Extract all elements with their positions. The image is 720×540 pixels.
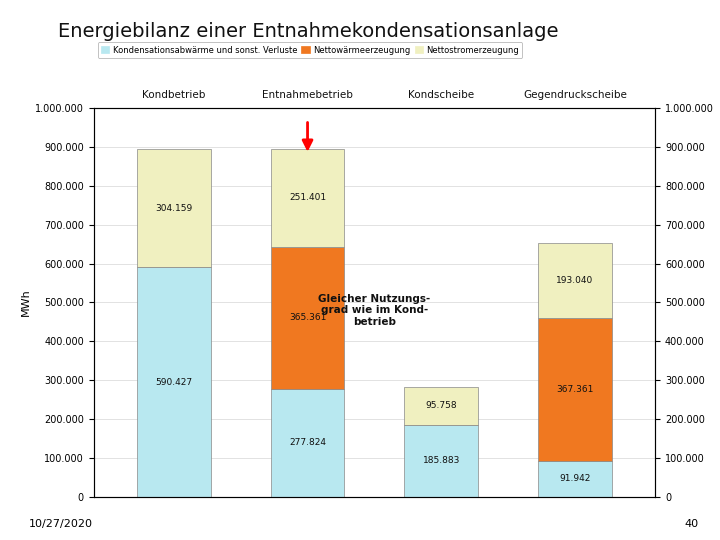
Bar bbox=[539, 243, 612, 318]
Text: 95.758: 95.758 bbox=[426, 401, 457, 410]
Bar bbox=[539, 461, 612, 497]
Bar bbox=[271, 389, 344, 497]
Text: 193.040: 193.040 bbox=[557, 276, 593, 285]
Text: 277.824: 277.824 bbox=[289, 438, 326, 447]
Text: Kondbetrieb: Kondbetrieb bbox=[142, 90, 205, 100]
Bar bbox=[137, 267, 211, 497]
Legend: Kondensationsabwärme und sonst. Verluste, Nettowärmeerzeugung, Nettostromerzeugu: Kondensationsabwärme und sonst. Verluste… bbox=[98, 42, 522, 58]
Text: 91.942: 91.942 bbox=[559, 475, 590, 483]
Y-axis label: MWh: MWh bbox=[21, 288, 31, 316]
Text: Entnahmebetrieb: Entnahmebetrieb bbox=[262, 90, 353, 100]
Text: 590.427: 590.427 bbox=[156, 377, 192, 387]
Text: 40: 40 bbox=[684, 519, 698, 529]
Text: Gegendruckscheibe: Gegendruckscheibe bbox=[523, 90, 627, 100]
Text: Gleicher Nutzungs-
grad wie im Kond-
betrieb: Gleicher Nutzungs- grad wie im Kond- bet… bbox=[318, 294, 431, 327]
Text: 10/27/2020: 10/27/2020 bbox=[29, 519, 93, 529]
Text: 251.401: 251.401 bbox=[289, 193, 326, 202]
Bar bbox=[271, 149, 344, 247]
Bar bbox=[137, 149, 211, 267]
Bar bbox=[271, 247, 344, 389]
Bar bbox=[539, 318, 612, 461]
Bar bbox=[405, 424, 478, 497]
Text: 304.159: 304.159 bbox=[156, 204, 192, 213]
Text: Kondscheibe: Kondscheibe bbox=[408, 90, 474, 100]
Bar bbox=[405, 387, 478, 424]
Text: 367.361: 367.361 bbox=[557, 385, 594, 394]
Text: 185.883: 185.883 bbox=[423, 456, 460, 465]
Text: Energiebilanz einer Entnahmekondensationsanlage: Energiebilanz einer Entnahmekondensation… bbox=[58, 22, 558, 40]
Text: 365.361: 365.361 bbox=[289, 313, 326, 322]
